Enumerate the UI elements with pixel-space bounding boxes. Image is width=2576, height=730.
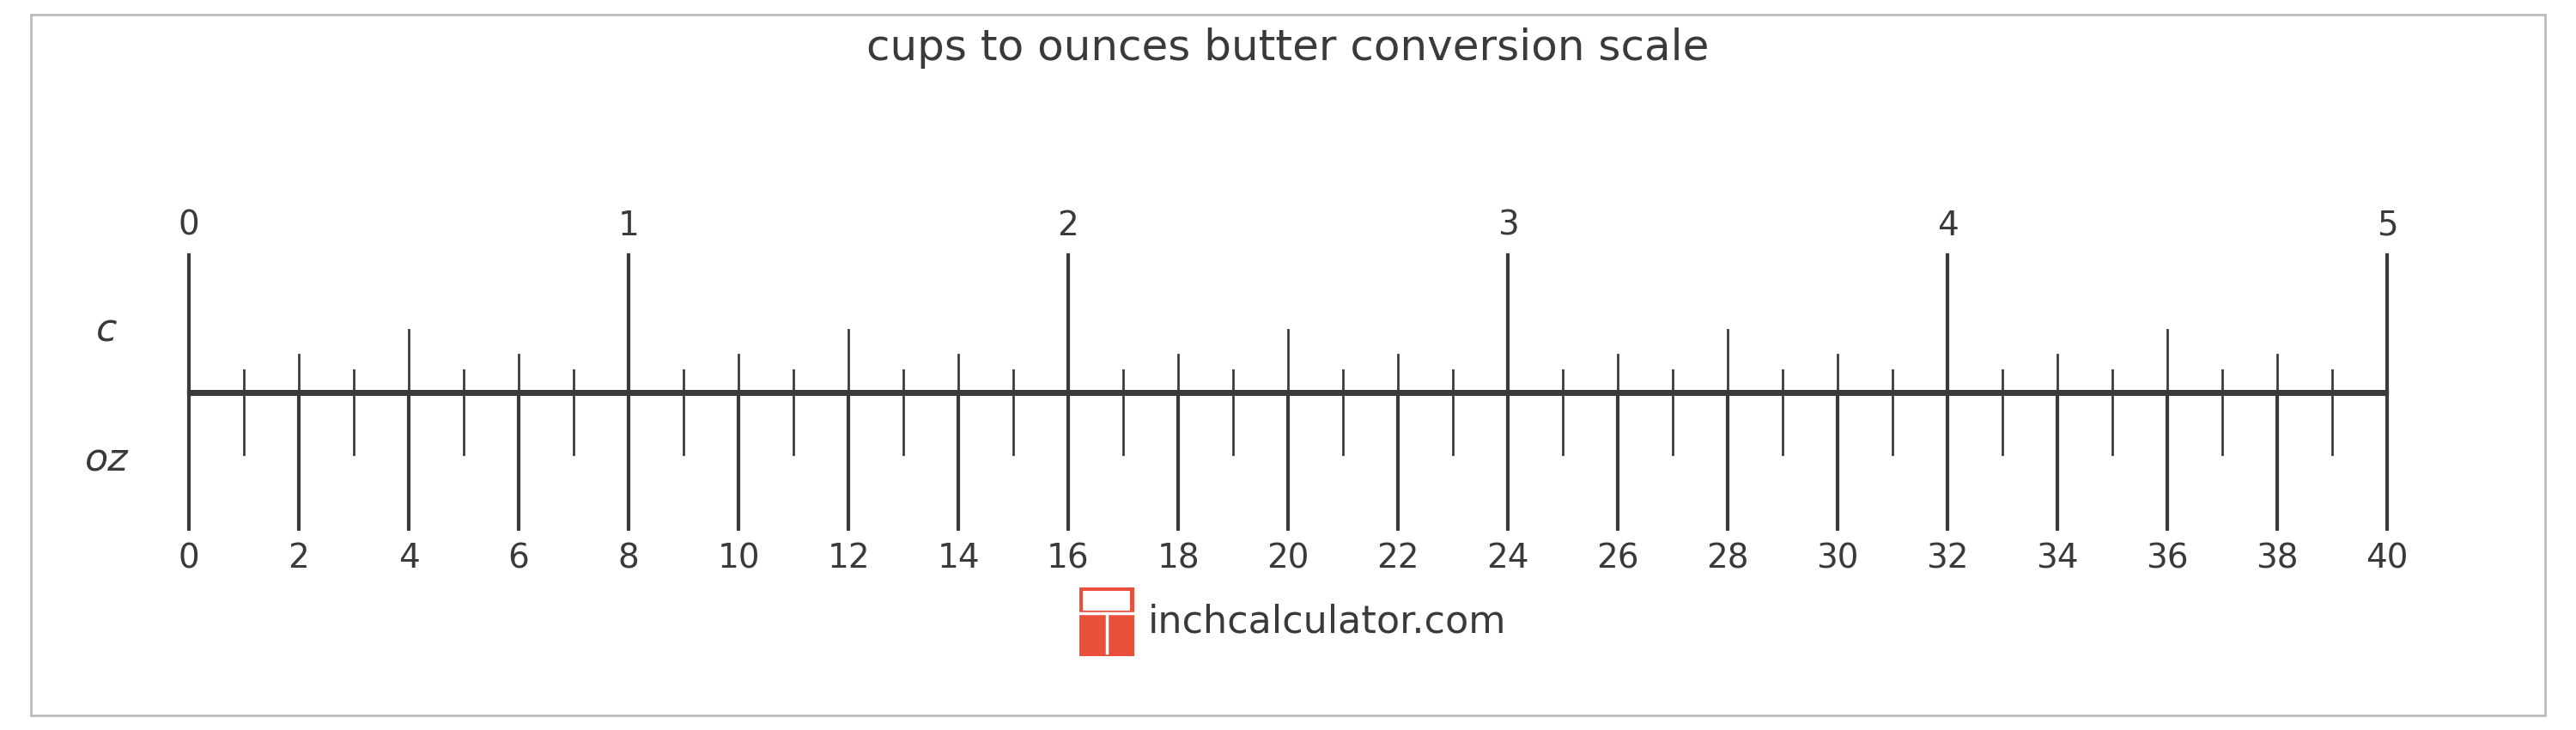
Text: 3: 3 <box>1497 210 1517 242</box>
Text: 24: 24 <box>1486 542 1530 575</box>
Text: 26: 26 <box>1597 542 1638 575</box>
Text: 40: 40 <box>2365 542 2409 575</box>
Text: 6: 6 <box>507 542 528 575</box>
Text: 28: 28 <box>1705 542 1749 575</box>
Text: 2: 2 <box>289 542 309 575</box>
Text: 0: 0 <box>178 542 198 575</box>
Text: 16: 16 <box>1046 542 1090 575</box>
Text: c: c <box>95 312 116 349</box>
Text: 36: 36 <box>2146 542 2190 575</box>
Text: 2: 2 <box>1059 210 1079 242</box>
Text: 18: 18 <box>1157 542 1200 575</box>
Text: 4: 4 <box>1937 210 1958 242</box>
Text: 0: 0 <box>178 210 198 242</box>
Text: 5: 5 <box>2378 210 2398 242</box>
Bar <box>1082 591 1131 610</box>
Text: 34: 34 <box>2035 542 2079 575</box>
Text: 8: 8 <box>618 542 639 575</box>
Text: 30: 30 <box>1816 542 1860 575</box>
Text: 14: 14 <box>938 542 979 575</box>
Text: inchcalculator.com: inchcalculator.com <box>1149 603 1507 640</box>
Text: 32: 32 <box>1927 542 1968 575</box>
Text: oz: oz <box>85 442 129 479</box>
Text: 22: 22 <box>1376 542 1419 575</box>
Text: 10: 10 <box>716 542 760 575</box>
Text: 12: 12 <box>827 542 871 575</box>
Text: 38: 38 <box>2257 542 2298 575</box>
Title: cups to ounces butter conversion scale: cups to ounces butter conversion scale <box>866 28 1710 69</box>
Text: 4: 4 <box>399 542 420 575</box>
Text: 1: 1 <box>618 210 639 242</box>
Bar <box>1079 588 1133 656</box>
Text: 20: 20 <box>1267 542 1309 575</box>
